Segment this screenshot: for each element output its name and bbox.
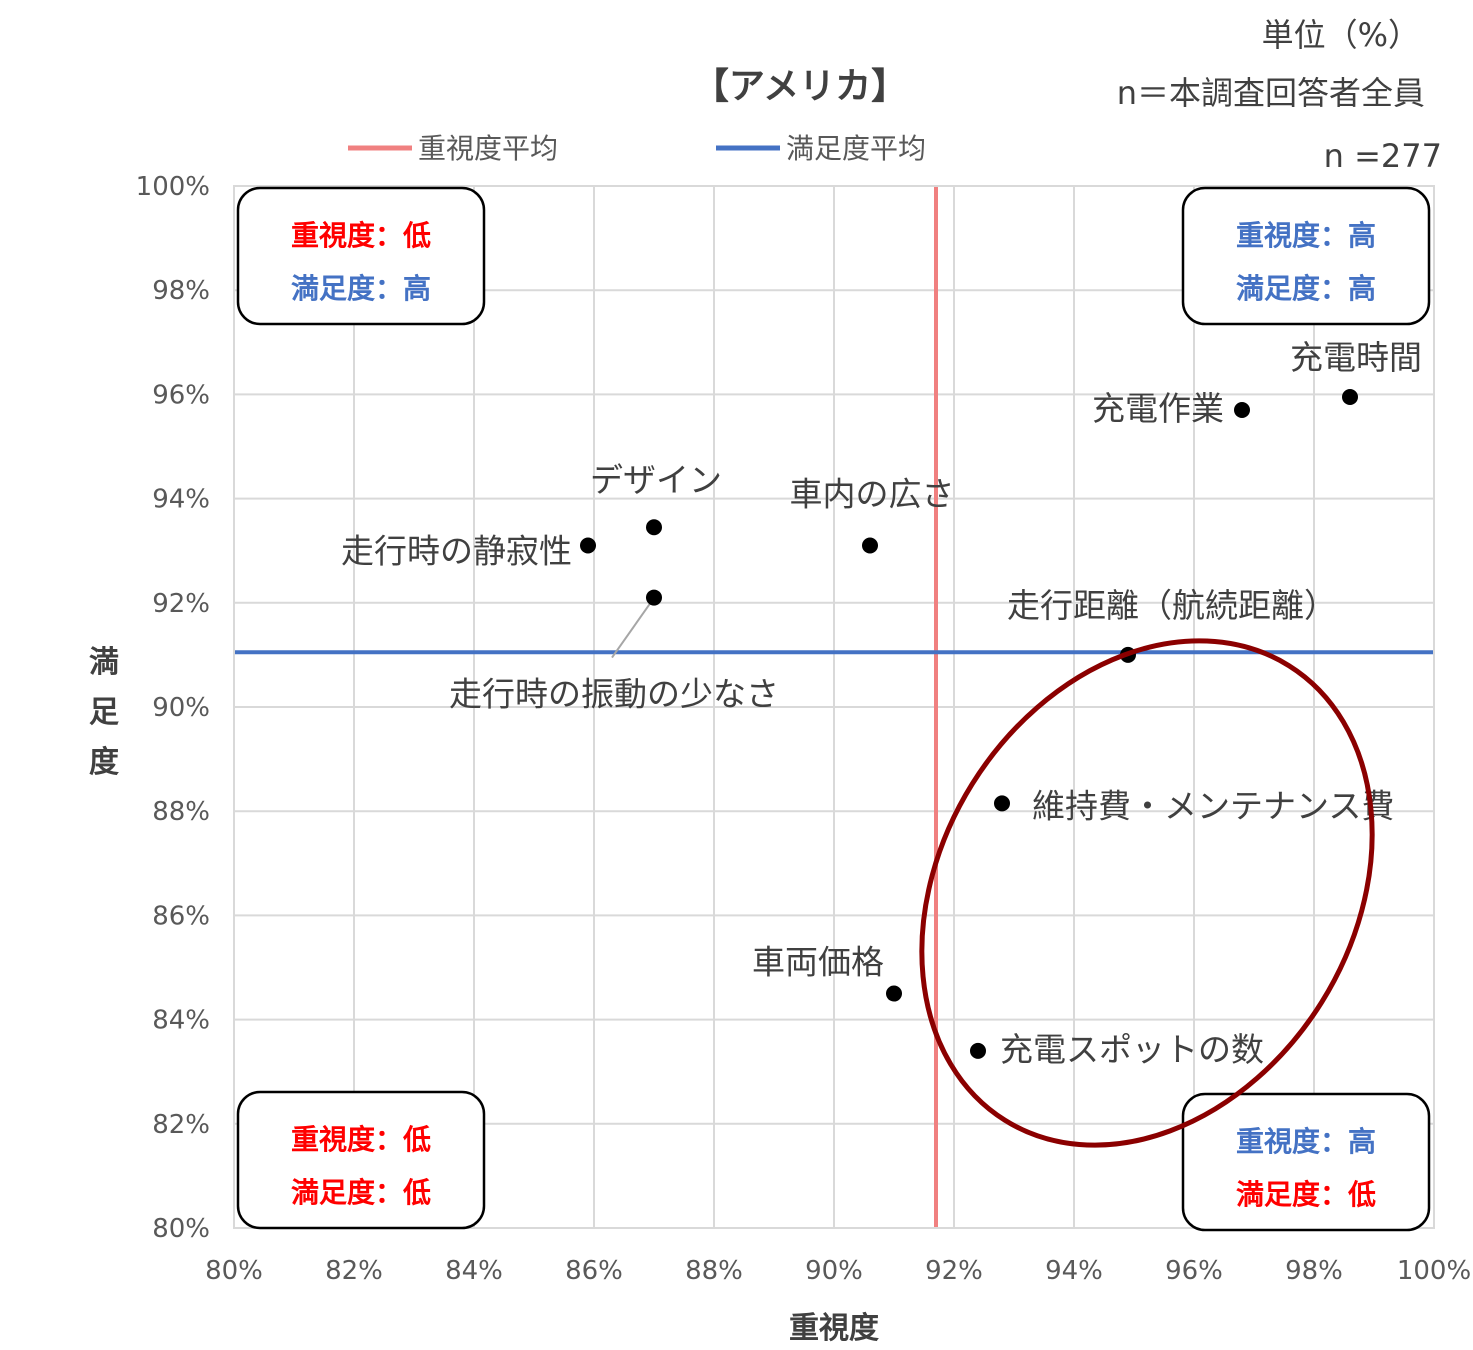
x-tick-label: 80% — [205, 1256, 263, 1286]
reference-lines — [234, 186, 1434, 1228]
highlight-ellipse — [919, 638, 1375, 1148]
data-point — [1234, 402, 1250, 419]
quadrant-label: 重視度：低 — [291, 1123, 431, 1156]
data-point — [646, 519, 662, 536]
data-point-label: 充電作業 — [1092, 389, 1224, 428]
y-tick-label: 86% — [152, 901, 210, 931]
data-point — [1342, 389, 1358, 406]
x-tick-label: 98% — [1285, 1256, 1343, 1286]
grid-lines — [233, 185, 1435, 1229]
data-point-label: 充電スポットの数 — [1000, 1030, 1264, 1069]
quadrant-label: 満足度：高 — [1236, 272, 1376, 305]
x-tick-label: 96% — [1165, 1256, 1223, 1286]
x-tick-labels: 80% 82% 84% 86% 88% 90% 92% 94% 96% 98% 100% — [205, 1256, 1471, 1286]
y-tick-label: 92% — [152, 589, 210, 619]
y-tick-label: 88% — [152, 797, 210, 827]
legend-label: 満足度平均 — [786, 132, 926, 165]
data-point-label: デザイン — [590, 460, 722, 499]
data-point — [970, 1042, 986, 1059]
data-point-label: 走行時の振動の少なさ — [449, 675, 779, 714]
sample-note: n＝本調査回答者全員 — [1117, 74, 1425, 112]
legend-label: 重視度平均 — [418, 132, 558, 165]
legend: 重視度平均 満足度平均 — [348, 132, 926, 165]
data-point-label: 走行距離（航続距離） — [1007, 586, 1337, 625]
y-tick-label: 94% — [152, 485, 210, 515]
data-point — [580, 537, 596, 554]
data-point — [862, 537, 878, 554]
data-point-label: 車両価格 — [752, 943, 884, 982]
data-point-label: 走行時の静寂性 — [341, 531, 572, 570]
quadrant-label: 満足度：高 — [291, 272, 431, 305]
y-tick-label: 98% — [152, 276, 210, 306]
quadrant-label: 重視度：高 — [1236, 219, 1376, 252]
quadrant-box-top-left — [236, 186, 486, 326]
x-tick-label: 86% — [565, 1256, 623, 1286]
quadrant-label: 満足度：低 — [291, 1176, 431, 1209]
x-tick-label: 82% — [325, 1256, 383, 1286]
y-axis-title: 満足度 — [89, 645, 119, 780]
quadrant-box-top-right — [1181, 186, 1431, 326]
y-tick-labels: 80% 82% 84% 86% 88% 90% 92% 94% 96% 98% 100% — [136, 172, 210, 1244]
x-tick-label: 88% — [685, 1256, 743, 1286]
y-tick-label: 80% — [152, 1214, 210, 1244]
x-tick-label: 92% — [925, 1256, 983, 1286]
data-point-label: 充電時間 — [1290, 338, 1422, 377]
chart-title: 【アメリカ】 — [693, 66, 907, 107]
label-leader-line — [611, 603, 651, 659]
data-point-label: 維持費・メンテナンス費 — [1032, 786, 1394, 825]
data-point — [994, 795, 1010, 812]
x-axis-title: 重視度 — [789, 1311, 879, 1346]
x-tick-label: 90% — [805, 1256, 863, 1286]
unit-note: 単位（%） — [1262, 16, 1420, 54]
data-point — [886, 985, 902, 1002]
y-tick-label: 84% — [152, 1006, 210, 1036]
sample-size: n =277 — [1324, 137, 1442, 175]
y-tick-label: 96% — [152, 380, 210, 410]
x-tick-label: 100% — [1397, 1256, 1471, 1286]
y-tick-label: 100% — [136, 172, 210, 202]
quadrant-box-bottom-right — [1181, 1092, 1431, 1232]
quadrant-label: 重視度：低 — [291, 219, 431, 252]
x-tick-label: 94% — [1045, 1256, 1103, 1286]
quadrant-label: 満足度：低 — [1236, 1178, 1376, 1211]
y-axis-title-char: 度 — [89, 745, 119, 780]
x-tick-label: 84% — [445, 1256, 503, 1286]
y-tick-label: 82% — [152, 1110, 210, 1140]
y-tick-label: 90% — [152, 693, 210, 723]
quadrant-box-bottom-left — [236, 1090, 486, 1230]
y-axis-title-char: 足 — [89, 695, 119, 730]
y-axis-title-char: 満 — [89, 645, 119, 680]
data-point-label: 車内の広さ — [790, 474, 955, 513]
plot-area-border — [233, 185, 1435, 1229]
quadrant-label: 重視度：高 — [1236, 1125, 1376, 1158]
data-point — [646, 589, 662, 606]
